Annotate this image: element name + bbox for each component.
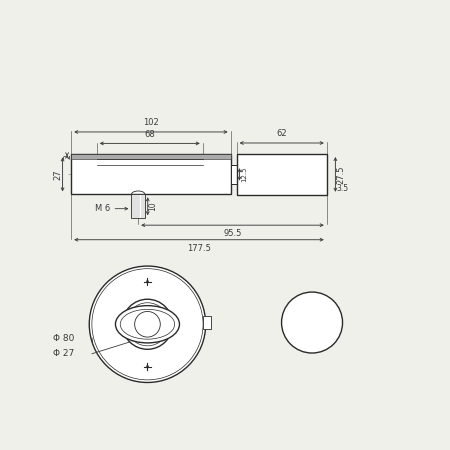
Bar — [71, 154, 230, 194]
Bar — [237, 154, 327, 195]
Text: Φ 80: Φ 80 — [54, 333, 75, 342]
Text: 12.5: 12.5 — [241, 166, 248, 182]
Text: 62: 62 — [276, 130, 287, 139]
Circle shape — [282, 292, 342, 353]
Circle shape — [122, 299, 172, 349]
Bar — [131, 194, 145, 218]
Text: M 6: M 6 — [95, 204, 111, 213]
Ellipse shape — [116, 306, 180, 343]
Text: 68: 68 — [144, 130, 155, 139]
Text: 27.5: 27.5 — [337, 165, 346, 184]
Text: 177.5: 177.5 — [187, 244, 211, 253]
Text: 27: 27 — [54, 169, 63, 180]
Text: 102: 102 — [143, 118, 159, 127]
Text: 3.5: 3.5 — [337, 184, 349, 193]
Circle shape — [89, 266, 206, 382]
Text: 95.5: 95.5 — [223, 230, 242, 238]
Bar — [203, 316, 211, 329]
Text: 10: 10 — [148, 202, 157, 211]
Bar — [71, 154, 230, 159]
Bar — [230, 165, 237, 184]
Text: Φ 27: Φ 27 — [54, 349, 75, 358]
Text: 2: 2 — [64, 154, 73, 159]
